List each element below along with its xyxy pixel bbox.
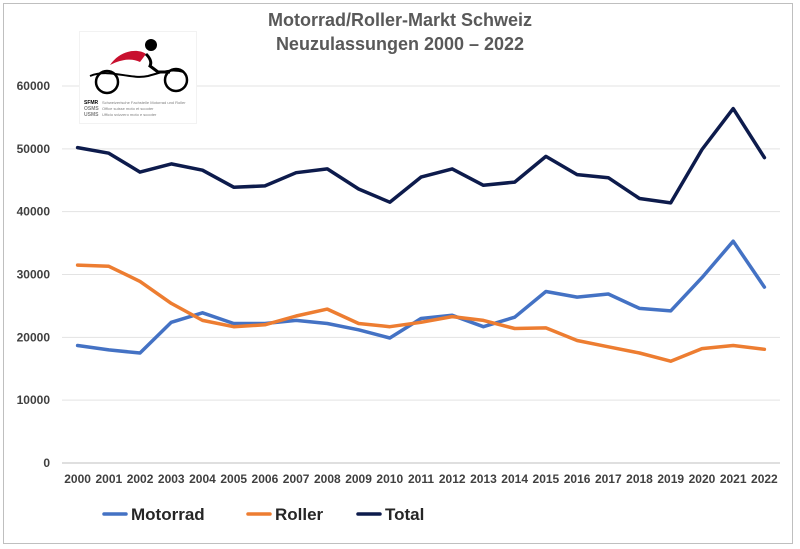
y-tick-label: 0 xyxy=(43,456,50,470)
x-tick-label: 2009 xyxy=(345,472,372,486)
x-tick-label: 2021 xyxy=(720,472,747,486)
logo-abbr-1: SFMR xyxy=(84,100,99,106)
front-wheel xyxy=(163,67,189,93)
legend-label-total: Total xyxy=(385,505,424,524)
x-tick-label: 2014 xyxy=(501,472,528,486)
x-tick-label: 2000 xyxy=(64,472,91,486)
y-tick-label: 60000 xyxy=(17,79,51,93)
motorcycle-rider-icon: SFMR OSMS USMS Schweizerische Fachstelle… xyxy=(84,39,189,118)
gridlines xyxy=(62,85,780,464)
x-axis-ticks: 2000 2001 2002 2003 2004 2005 2006 2007 2008 2009… xyxy=(64,472,778,486)
x-tick-label: 2020 xyxy=(689,472,716,486)
rider-body xyxy=(110,50,146,65)
x-tick-label: 2007 xyxy=(283,472,310,486)
y-tick-label: 40000 xyxy=(17,205,51,219)
x-tick-label: 2016 xyxy=(564,472,591,486)
logo-line-3: Ufficio svizzero moto e scooter xyxy=(102,112,157,117)
x-tick-label: 2012 xyxy=(439,472,466,486)
y-axis-ticks: 0 10000 20000 30000 40000 50000 60000 xyxy=(17,79,51,470)
x-tick-label: 2015 xyxy=(533,472,560,486)
chart-title-block: Motorrad/Roller-Markt Schweiz Neuzulassu… xyxy=(0,8,800,56)
rear-wheel xyxy=(94,69,120,95)
logo-line-2: Office suisse moto et scooter xyxy=(102,106,154,111)
bike-frame xyxy=(89,69,185,78)
x-tick-label: 2001 xyxy=(95,472,122,486)
rider-arm xyxy=(144,52,170,74)
x-tick-label: 2010 xyxy=(376,472,403,486)
x-tick-label: 2011 xyxy=(408,472,434,486)
x-tick-label: 2004 xyxy=(189,472,216,486)
x-tick-label: 2018 xyxy=(626,472,653,486)
y-tick-label: 50000 xyxy=(17,142,51,156)
series-line-roller xyxy=(75,263,767,363)
rider-head xyxy=(145,39,157,51)
legend-label-roller: Roller xyxy=(275,505,324,524)
chart-subtitle: Neuzulassungen 2000 – 2022 xyxy=(275,34,525,54)
x-tick-label: 2008 xyxy=(314,472,341,486)
x-tick-label: 2019 xyxy=(657,472,684,486)
logo-line-1: Schweizerische Fachstelle Motorrad und R… xyxy=(102,100,186,105)
series-line-motorrad xyxy=(75,239,767,355)
x-tick-label: 2002 xyxy=(127,472,154,486)
legend: Motorrad Roller Total xyxy=(102,505,424,524)
x-tick-label: 2006 xyxy=(252,472,279,486)
x-tick-label: 2022 xyxy=(751,472,778,486)
y-tick-label: 20000 xyxy=(17,330,51,344)
x-tick-label: 2017 xyxy=(595,472,622,486)
series-line-total xyxy=(75,106,767,205)
sfmr-logo: SFMR OSMS USMS Schweizerische Fachstelle… xyxy=(80,32,196,123)
legend-label-motorrad: Motorrad xyxy=(131,505,205,524)
chart-title: Motorrad/Roller-Markt Schweiz xyxy=(267,10,533,30)
logo-abbr-2: OSMS xyxy=(84,106,99,112)
x-tick-label: 2013 xyxy=(470,472,497,486)
y-tick-label: 10000 xyxy=(17,393,51,407)
logo-abbr-3: USMS xyxy=(84,112,99,118)
y-tick-label: 30000 xyxy=(17,268,51,282)
x-tick-label: 2003 xyxy=(158,472,185,486)
x-tick-label: 2005 xyxy=(220,472,247,486)
series-lines xyxy=(75,106,767,363)
